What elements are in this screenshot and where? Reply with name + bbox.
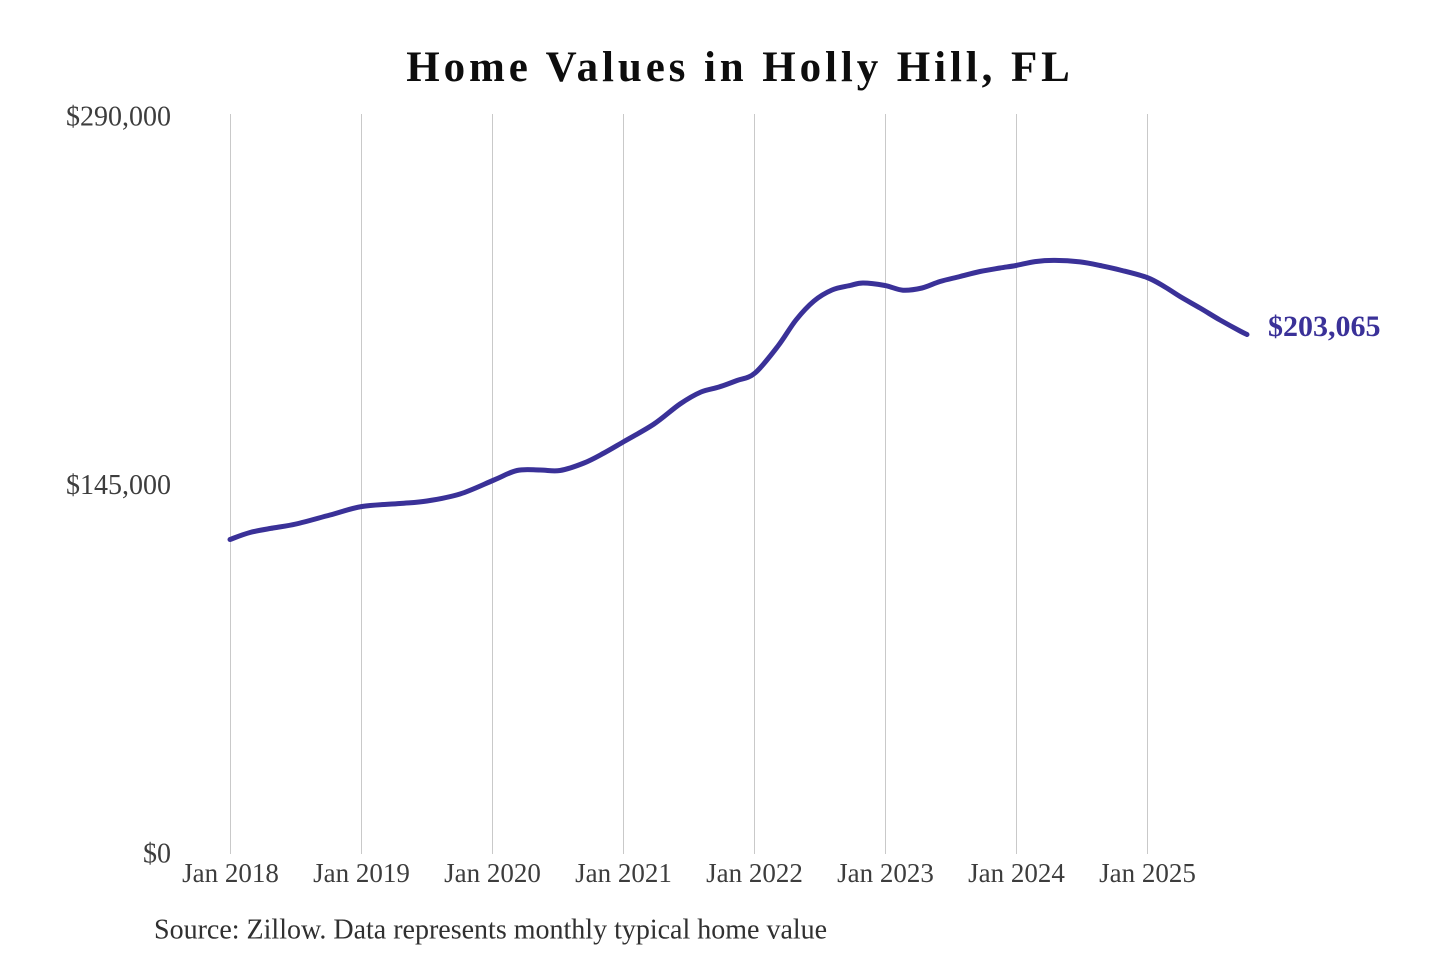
svg-text:Source: Zillow. Data represent: Source: Zillow. Data represents monthly … xyxy=(154,915,827,946)
svg-text:$0: $0 xyxy=(143,839,171,870)
svg-text:Jan 2022: Jan 2022 xyxy=(706,858,803,888)
svg-text:Jan 2018: Jan 2018 xyxy=(182,858,279,888)
svg-text:Jan 2021: Jan 2021 xyxy=(575,858,672,888)
svg-text:Jan 2024: Jan 2024 xyxy=(968,858,1065,888)
svg-text:Jan 2023: Jan 2023 xyxy=(837,858,934,888)
svg-text:Jan 2020: Jan 2020 xyxy=(444,858,541,888)
svg-text:$145,000: $145,000 xyxy=(66,470,171,501)
svg-text:$203,065: $203,065 xyxy=(1268,310,1381,343)
svg-text:Home Values in Holly Hill, FL: Home Values in Holly Hill, FL xyxy=(406,44,1073,91)
svg-text:$290,000: $290,000 xyxy=(66,102,171,133)
svg-text:Jan 2019: Jan 2019 xyxy=(313,858,410,888)
svg-text:Jan 2025: Jan 2025 xyxy=(1099,858,1196,888)
